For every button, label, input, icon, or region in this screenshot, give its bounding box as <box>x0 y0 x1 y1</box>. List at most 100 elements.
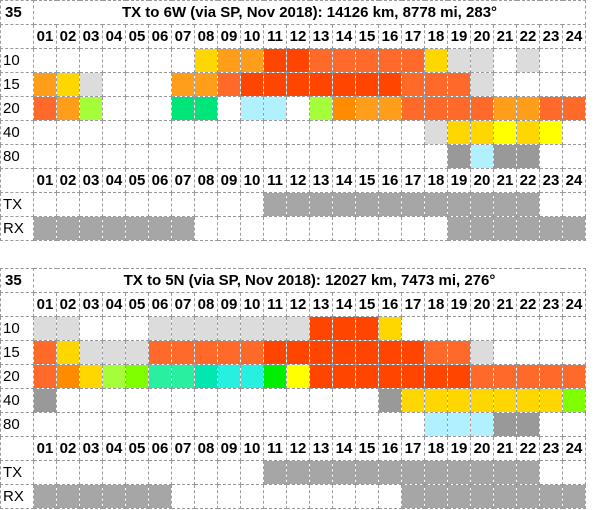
band-cell <box>148 412 172 437</box>
band-label: 20 <box>0 364 34 389</box>
band-cell <box>539 72 563 97</box>
band-label: 80 <box>0 412 34 437</box>
hour-label: 05 <box>125 436 149 461</box>
band-cell <box>263 340 287 365</box>
band-cell <box>332 96 356 121</box>
band-cell <box>148 316 172 341</box>
band-cell <box>286 48 310 73</box>
hour-label: 23 <box>539 24 563 49</box>
hour-label: 03 <box>79 292 103 317</box>
band-label: 40 <box>0 120 34 145</box>
band-cell <box>240 120 264 145</box>
tx-cell <box>355 192 379 217</box>
hour-label: 07 <box>171 24 195 49</box>
band-cell <box>355 120 379 145</box>
tx-cell <box>355 460 379 485</box>
band-cell <box>56 388 80 413</box>
hour-label: 04 <box>102 24 126 49</box>
rx-cell <box>194 216 218 241</box>
band-cell <box>194 96 218 121</box>
hour-label: 04 <box>102 168 126 193</box>
tx-cell <box>378 460 402 485</box>
band-cell <box>493 144 517 169</box>
corner-label: 35 <box>0 0 34 25</box>
hour-label: 19 <box>447 436 471 461</box>
hour-footer-row: 01 02 03 04 05 06 07 08 09 10 11 12 13 14 15 16 17 18 19 20… <box>0 436 586 461</box>
band-cell <box>33 72 57 97</box>
rx-cell <box>171 216 195 241</box>
band-cell <box>240 316 264 341</box>
band-cell <box>125 388 149 413</box>
tx-cell <box>424 460 448 485</box>
band-cell <box>240 96 264 121</box>
band-cell <box>286 340 310 365</box>
hour-label: 02 <box>56 292 80 317</box>
band-cell <box>516 96 540 121</box>
band-cell <box>148 120 172 145</box>
hour-label: 19 <box>447 292 471 317</box>
hour-label: 18 <box>424 168 448 193</box>
band-cell <box>355 48 379 73</box>
tx-cell <box>148 460 172 485</box>
band-cell <box>102 364 126 389</box>
band-cell <box>493 48 517 73</box>
band-cell <box>516 316 540 341</box>
band-cell <box>332 412 356 437</box>
rx-cell <box>355 216 379 241</box>
rx-cell <box>286 484 310 509</box>
band-cell <box>355 72 379 97</box>
band-cell <box>217 364 241 389</box>
rx-row: RX <box>0 484 586 509</box>
hour-label: 05 <box>125 168 149 193</box>
band-cell <box>56 96 80 121</box>
header-spacer <box>0 168 34 193</box>
hour-header-row: 01 02 03 04 05 06 07 08 09 10 11 12 13 14 15 16 17 18 19 20… <box>0 24 586 49</box>
band-cell <box>493 340 517 365</box>
hour-label: 15 <box>355 168 379 193</box>
hour-label: 09 <box>217 24 241 49</box>
rx-cell <box>516 216 540 241</box>
band-cell <box>539 96 563 121</box>
band-cell <box>309 388 333 413</box>
band-cell <box>470 340 494 365</box>
band-cell <box>56 316 80 341</box>
band-cell <box>447 364 471 389</box>
rx-cell <box>148 484 172 509</box>
band-cell <box>194 412 218 437</box>
band-label: 15 <box>0 340 34 365</box>
hour-label: 21 <box>493 168 517 193</box>
band-cell <box>424 72 448 97</box>
band-cell <box>79 316 103 341</box>
hour-label: 12 <box>286 24 310 49</box>
band-cell <box>470 364 494 389</box>
hour-label: 08 <box>194 436 218 461</box>
hour-label: 19 <box>447 24 471 49</box>
hour-label: 02 <box>56 168 80 193</box>
hour-label: 02 <box>56 24 80 49</box>
rx-cell <box>217 484 241 509</box>
band-cell <box>309 72 333 97</box>
hour-label: 22 <box>516 292 540 317</box>
band-cell <box>332 388 356 413</box>
band-cell <box>148 96 172 121</box>
band-cell <box>240 48 264 73</box>
band-row-80: 80 <box>0 412 586 437</box>
band-cell <box>217 340 241 365</box>
band-cell <box>286 412 310 437</box>
band-cell <box>286 96 310 121</box>
band-cell <box>539 364 563 389</box>
hour-label: 18 <box>424 24 448 49</box>
band-cell <box>424 48 448 73</box>
band-row-15: 15 <box>0 340 586 365</box>
band-cell <box>56 120 80 145</box>
band-cell <box>401 48 425 73</box>
band-cell <box>355 340 379 365</box>
tx-cell <box>217 460 241 485</box>
band-label: 20 <box>0 96 34 121</box>
band-cell <box>493 120 517 145</box>
band-cell <box>309 48 333 73</box>
band-cell <box>102 144 126 169</box>
tx-cell <box>148 192 172 217</box>
tx-cell <box>539 192 563 217</box>
hour-label: 09 <box>217 168 241 193</box>
